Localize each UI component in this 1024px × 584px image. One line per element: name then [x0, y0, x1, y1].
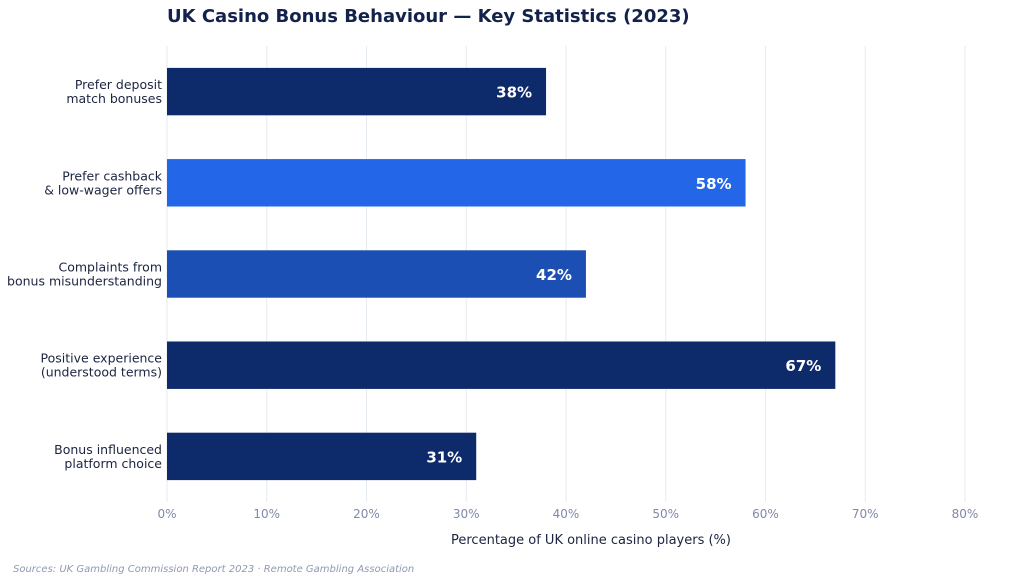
category-label: (understood terms)	[41, 365, 162, 380]
x-tick-label: 50%	[652, 507, 679, 521]
category-label: match bonuses	[66, 91, 162, 106]
bar	[167, 67, 547, 116]
data-labels: 38% 58% 42% 67% 31%	[426, 84, 821, 467]
x-tick-label: 10%	[253, 507, 280, 521]
x-tick-label: 60%	[752, 507, 779, 521]
bar-value-label: 67%	[785, 357, 821, 375]
bar-value-label: 31%	[426, 448, 462, 466]
x-tick-label: 20%	[353, 507, 380, 521]
bar	[167, 432, 477, 481]
bar	[167, 159, 746, 207]
category-label: platform choice	[64, 456, 162, 471]
bar	[167, 341, 836, 389]
category-label: & low-wager offers	[44, 182, 162, 197]
x-tick-labels: 0% 10% 20% 30% 40% 50% 60% 70% 80%	[157, 507, 978, 521]
bar	[167, 250, 586, 298]
bar-value-label: 38%	[496, 84, 532, 102]
x-tick-label: 30%	[453, 507, 480, 521]
x-tick-label: 40%	[553, 507, 580, 521]
source-note: Sources: UK Gambling Commission Report 2…	[13, 564, 415, 575]
category-label: Complaints from	[59, 260, 163, 275]
category-label: bonus misunderstanding	[7, 274, 162, 289]
category-label: Bonus influenced	[54, 442, 162, 457]
chart-title: UK Casino Bonus Behaviour — Key Statisti…	[167, 6, 690, 27]
x-tick-label: 70%	[852, 507, 879, 521]
category-label: Positive experience	[41, 351, 163, 366]
bars	[167, 67, 836, 481]
bar-value-label: 58%	[696, 175, 732, 193]
bar-value-label: 42%	[536, 266, 572, 284]
category-label: Prefer cashback	[62, 168, 163, 183]
category-label: Prefer deposit	[75, 77, 162, 92]
x-tick-label: 0%	[157, 507, 176, 521]
x-tick-label: 80%	[952, 507, 979, 521]
x-axis-label: Percentage of UK online casino players (…	[451, 533, 731, 548]
